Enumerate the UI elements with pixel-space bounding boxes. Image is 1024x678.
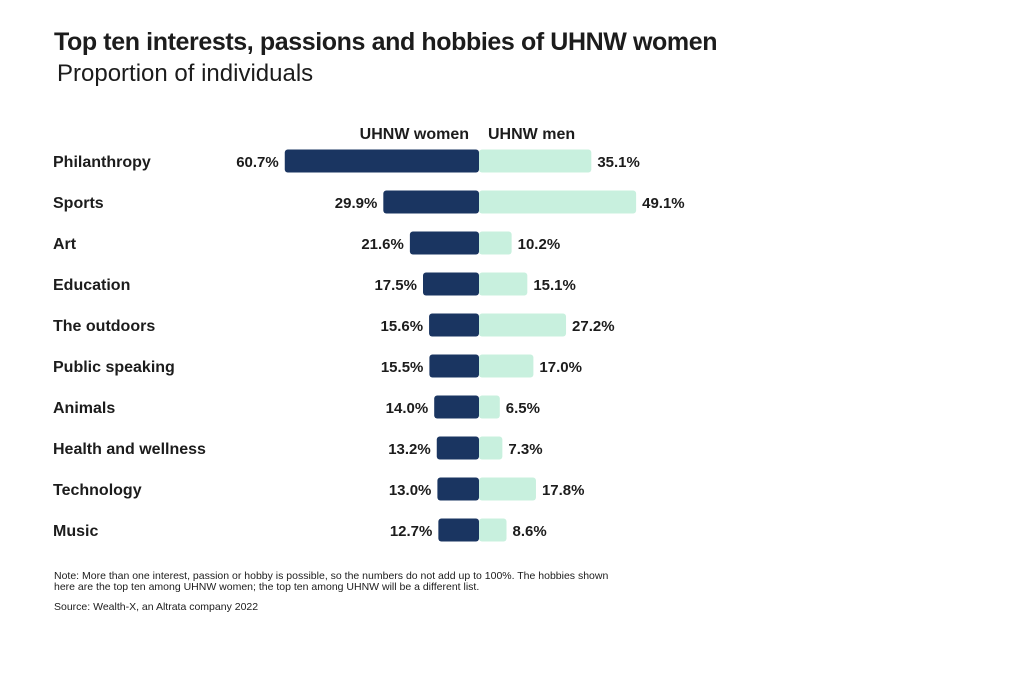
bar-women-music [438, 518, 479, 542]
value-men-the-outdoors: 27.2% [572, 318, 615, 335]
bar-women-animals [434, 395, 479, 419]
bar-men-philanthropy [479, 149, 592, 173]
category-label-art: Art [53, 236, 77, 253]
category-label-animals: Animals [53, 400, 115, 417]
chart-note: Note: More than one interest, passion or… [54, 570, 609, 593]
chart-rows: Philanthropy 60.7% 35.1% Sports 29.9% 49.1% Ar… [53, 149, 685, 542]
bar-men-sports [479, 190, 637, 214]
bar-men-animals [479, 395, 500, 419]
value-men-education: 15.1% [533, 277, 576, 294]
value-men-music: 8.6% [513, 523, 547, 540]
bar-women-education [423, 272, 479, 296]
value-women-health-and-wellness: 13.2% [388, 441, 431, 458]
bar-women-public-speaking [429, 354, 479, 378]
bar-women-technology [437, 477, 479, 501]
bar-women-art [409, 231, 479, 255]
category-label-sports: Sports [53, 195, 104, 212]
value-men-technology: 17.8% [542, 482, 585, 499]
bar-men-music [479, 518, 507, 542]
legend-men-label: UHNW men [488, 126, 575, 143]
legend-women-label: UHNW women [360, 126, 469, 143]
chart-source: Source: Wealth-X, an Altrata company 202… [54, 601, 259, 613]
bar-women-the-outdoors [429, 313, 479, 337]
value-men-animals: 6.5% [506, 400, 540, 417]
bar-women-sports [383, 190, 479, 214]
category-label-public-speaking: Public speaking [53, 359, 175, 376]
chart-subtitle: Proportion of individuals [57, 60, 314, 87]
value-men-public-speaking: 17.0% [539, 359, 582, 376]
bar-women-philanthropy [284, 149, 479, 173]
value-women-animals: 14.0% [386, 400, 429, 417]
bar-women-health-and-wellness [436, 436, 479, 460]
value-women-philanthropy: 60.7% [236, 154, 279, 171]
value-women-art: 21.6% [361, 236, 404, 253]
bar-men-health-and-wellness [479, 436, 503, 460]
value-women-technology: 13.0% [389, 482, 432, 499]
category-label-music: Music [53, 523, 98, 540]
bar-men-education [479, 272, 528, 296]
value-women-public-speaking: 15.5% [381, 359, 424, 376]
value-women-education: 17.5% [374, 277, 417, 294]
category-label-philanthropy: Philanthropy [53, 154, 151, 171]
category-label-technology: Technology [53, 482, 142, 499]
value-men-art: 10.2% [518, 236, 561, 253]
bar-men-art [479, 231, 512, 255]
category-label-education: Education [53, 277, 130, 294]
bar-men-technology [479, 477, 536, 501]
value-men-philanthropy: 35.1% [597, 154, 640, 171]
bar-men-public-speaking [479, 354, 534, 378]
bar-men-the-outdoors [479, 313, 567, 337]
value-women-the-outdoors: 15.6% [381, 318, 424, 335]
chart-title: Top ten interests, passions and hobbies … [54, 28, 718, 56]
value-men-health-and-wellness: 7.3% [508, 441, 542, 458]
value-men-sports: 49.1% [642, 195, 685, 212]
category-label-the-outdoors: The outdoors [53, 318, 155, 335]
value-women-music: 12.7% [390, 523, 433, 540]
category-label-health-and-wellness: Health and wellness [53, 441, 206, 458]
value-women-sports: 29.9% [335, 195, 378, 212]
